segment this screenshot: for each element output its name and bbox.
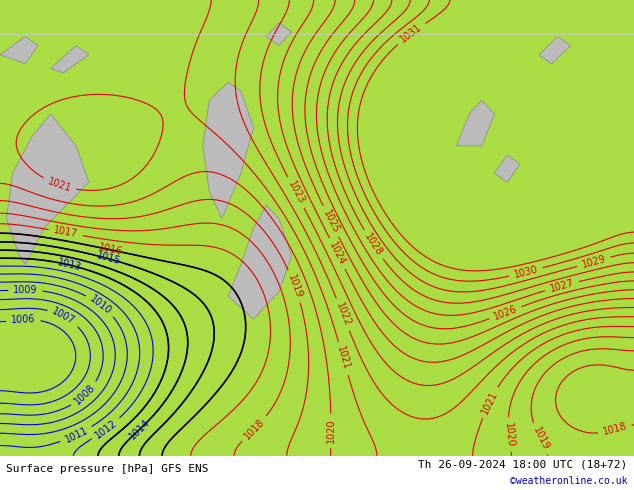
Text: 1011: 1011 [63,425,89,444]
Polygon shape [203,82,254,219]
Text: 1019: 1019 [531,425,551,452]
Text: 1023: 1023 [286,179,306,206]
Text: 1028: 1028 [362,232,384,258]
Text: 1018: 1018 [602,421,628,437]
Polygon shape [456,100,495,146]
Text: 1024: 1024 [327,240,347,267]
Text: 1029: 1029 [581,254,607,270]
Text: 1012: 1012 [93,417,119,440]
Text: 1030: 1030 [513,264,539,280]
Text: 1026: 1026 [492,304,519,322]
Text: 1014: 1014 [127,417,152,441]
Text: 1020: 1020 [503,422,515,447]
Polygon shape [228,205,292,319]
Text: 1009: 1009 [13,285,38,295]
Text: 1008: 1008 [72,383,97,407]
Text: 1010: 1010 [87,294,113,317]
Text: 1021: 1021 [46,176,73,194]
Text: ©weatheronline.co.uk: ©weatheronline.co.uk [510,476,628,487]
Text: 1021: 1021 [479,389,500,416]
Text: 1007: 1007 [51,306,77,327]
Polygon shape [539,36,571,64]
Text: 1017: 1017 [53,225,79,240]
Text: 1016: 1016 [97,243,123,257]
Text: 1013: 1013 [56,257,82,273]
Polygon shape [495,155,520,182]
Text: 1018: 1018 [242,416,266,441]
Text: 1019: 1019 [286,273,304,299]
Text: 1020: 1020 [326,418,336,443]
Polygon shape [266,23,292,46]
Text: 1031: 1031 [399,22,424,45]
Text: Th 26-09-2024 18:00 UTC (18+72): Th 26-09-2024 18:00 UTC (18+72) [418,459,628,469]
Text: 1027: 1027 [548,278,575,294]
Text: 1025: 1025 [321,208,341,235]
Polygon shape [6,114,89,264]
Text: Surface pressure [hPa] GFS ENS: Surface pressure [hPa] GFS ENS [6,465,209,474]
Text: 1015: 1015 [95,250,121,267]
Text: 1006: 1006 [11,315,36,325]
Polygon shape [0,36,38,64]
Text: 1022: 1022 [333,301,352,328]
Text: 1021: 1021 [335,345,351,372]
Polygon shape [51,46,89,73]
